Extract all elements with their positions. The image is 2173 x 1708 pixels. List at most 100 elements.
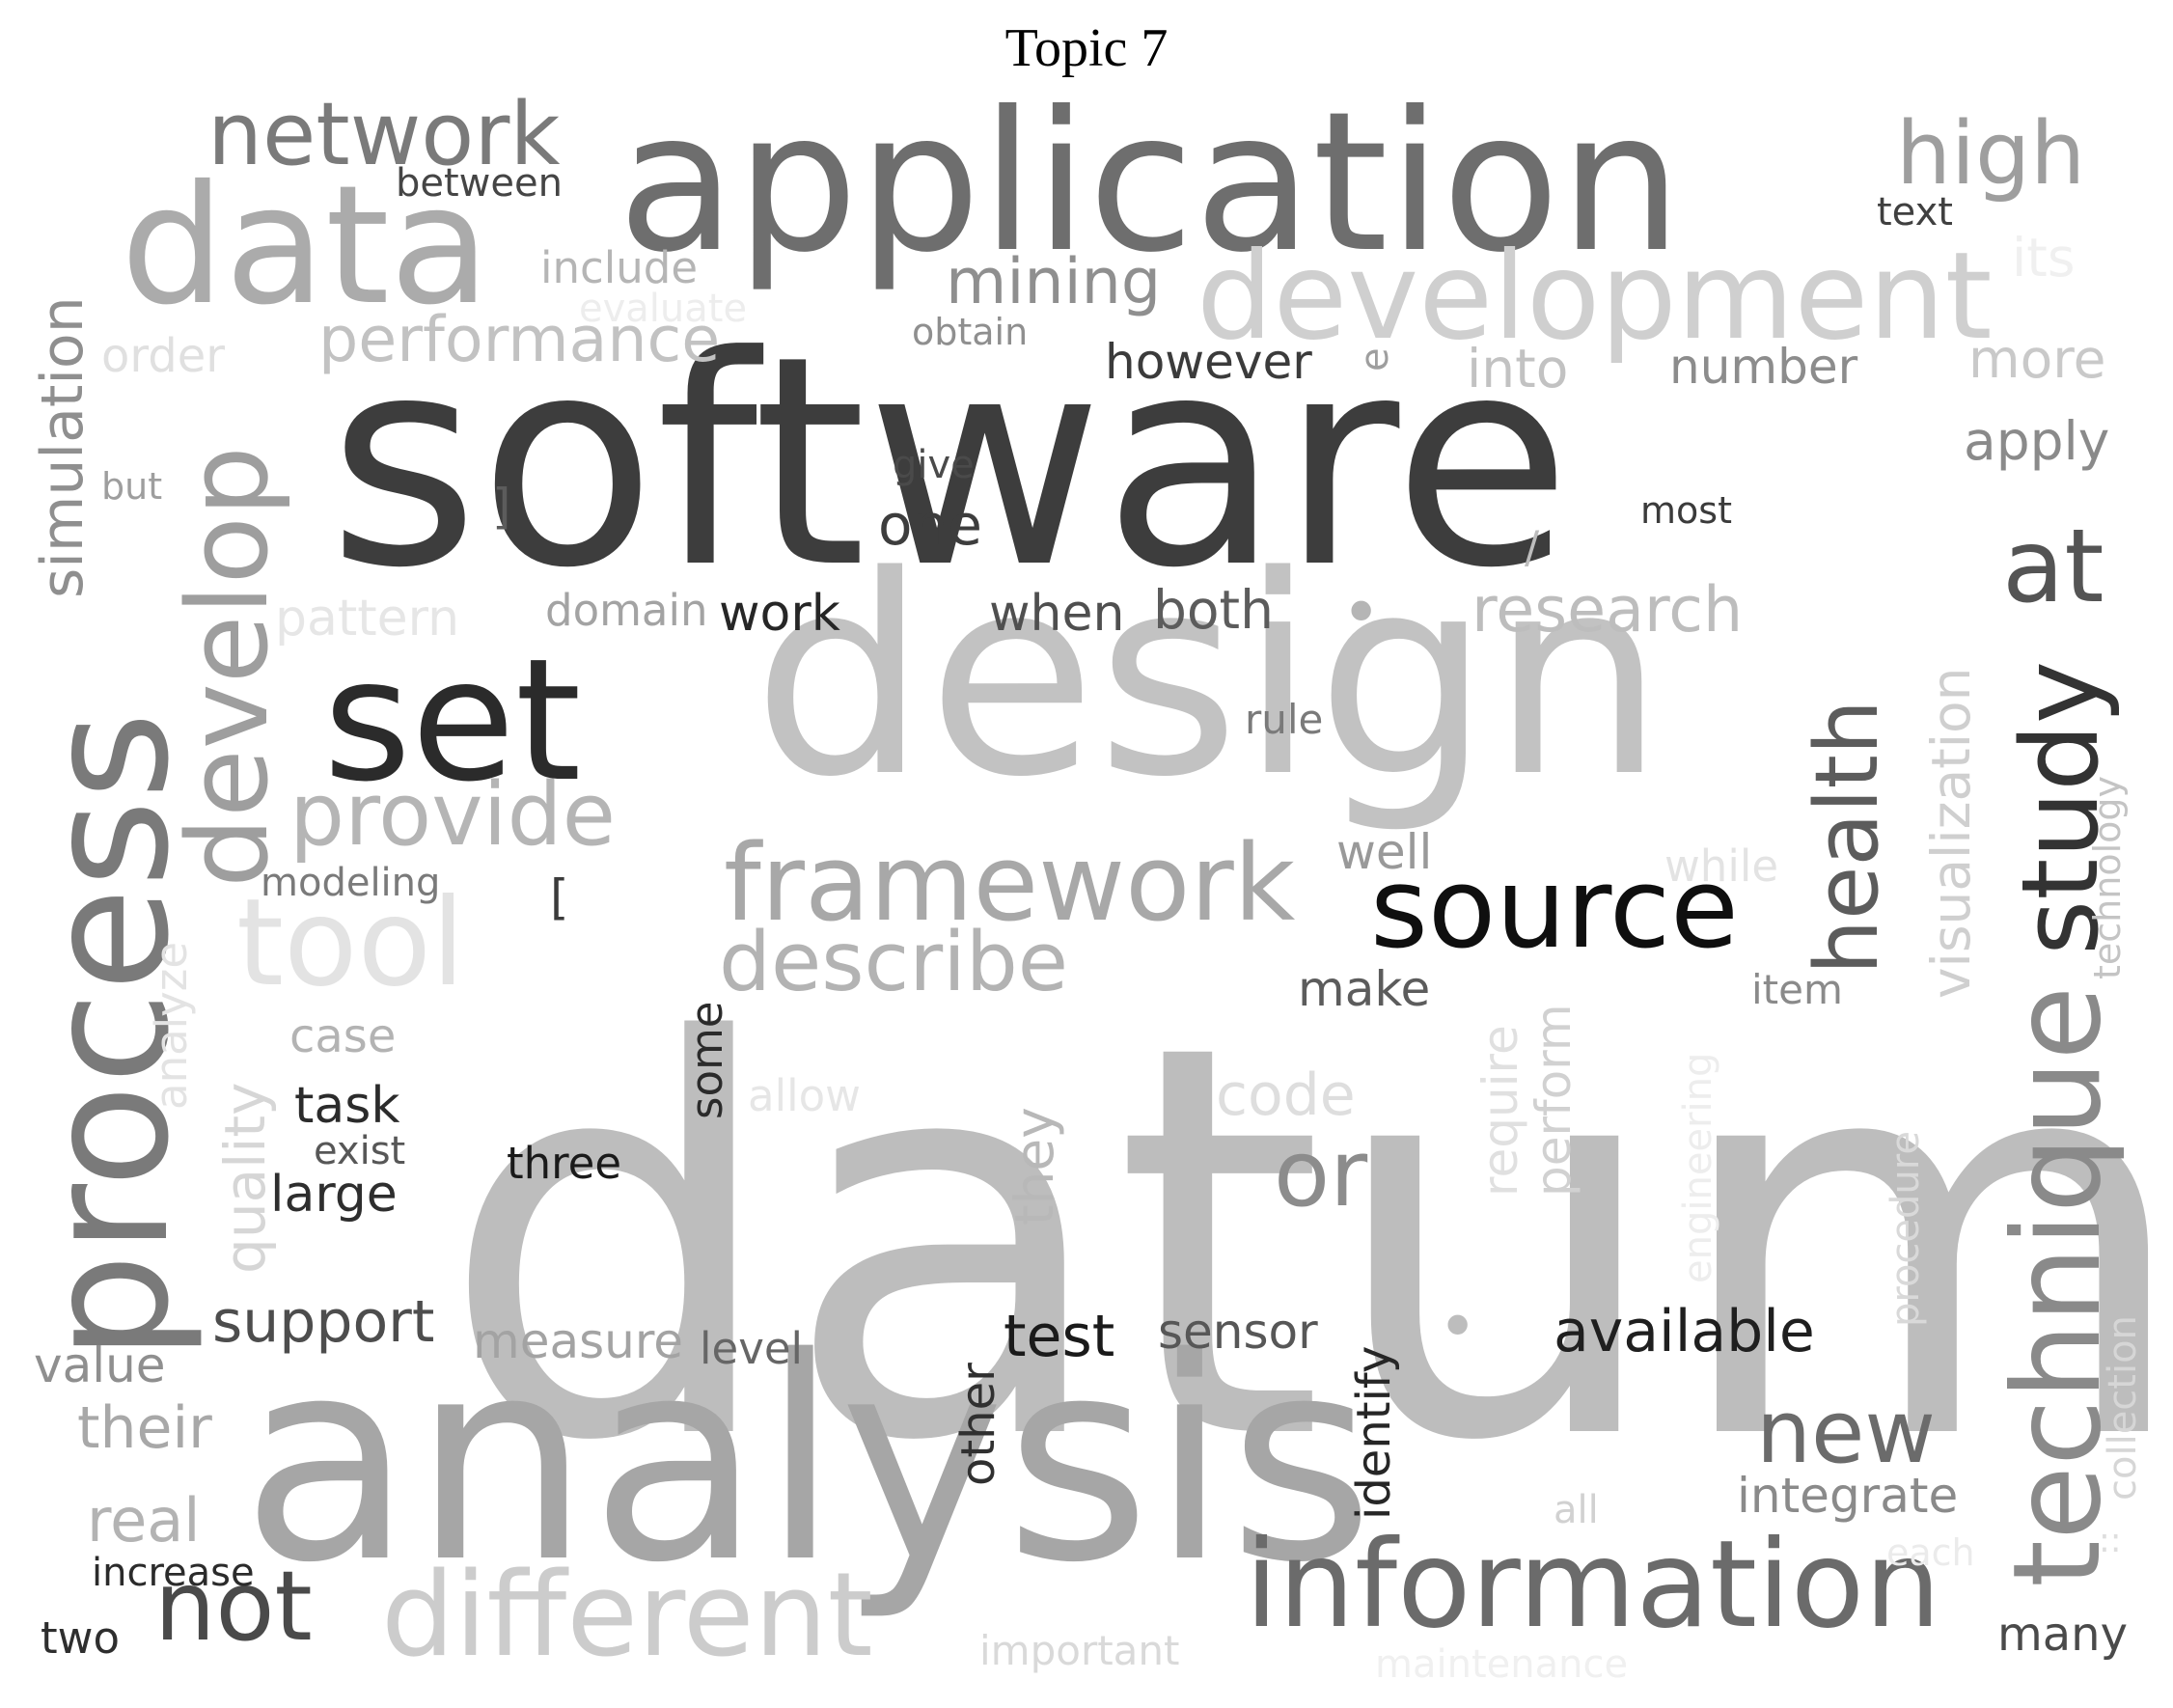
- word-modeling-64: modeling: [261, 861, 441, 905]
- word-allow-70: allow: [748, 1070, 861, 1121]
- word-they-74: they: [1004, 1107, 1065, 1226]
- word-make-62: make: [1298, 961, 1431, 1017]
- word-symbol-97: /: [1525, 522, 1540, 573]
- word-technology-79: technology: [2086, 775, 2129, 979]
- word-perform-76: perform: [1526, 1004, 1582, 1197]
- word-many-90: many: [1997, 1608, 2128, 1662]
- word-give-57: give: [893, 443, 975, 487]
- word-at-24: at: [2002, 508, 2104, 625]
- word-rule-59: rule: [1245, 696, 1324, 743]
- word-data-5: data: [121, 151, 490, 342]
- word-maintenance-93: maintenance: [1375, 1642, 1629, 1687]
- word-item-63: item: [1751, 966, 1843, 1013]
- word-important-89: important: [979, 1627, 1180, 1674]
- word-analyze-73: analyze: [146, 941, 197, 1110]
- word-datum-0: datum: [439, 930, 2173, 1559]
- word-measure-82: measure: [473, 1313, 684, 1369]
- word-however-42: however: [1105, 334, 1312, 390]
- word-code-34: code: [1216, 1061, 1356, 1129]
- word-number-41: number: [1669, 339, 1858, 395]
- word-e-94: e: [1353, 347, 1397, 372]
- word-other-86: other: [951, 1363, 1005, 1486]
- word-mining-26: mining: [946, 246, 1162, 318]
- word-into-40: into: [1467, 338, 1569, 399]
- word-available-31: available: [1554, 1298, 1815, 1365]
- word-text-54: text: [1877, 190, 1953, 234]
- word-information-10: information: [1245, 1515, 1941, 1655]
- word-pattern-48: pattern: [275, 590, 460, 647]
- word-framework-12: framework: [724, 821, 1296, 945]
- word-different-11: different: [381, 1549, 873, 1683]
- word-or-25: or: [1274, 1121, 1368, 1227]
- word-evaluate-51: evaluate: [579, 287, 748, 331]
- word-visualization-30: visualization: [1920, 667, 1982, 999]
- word-case-65: case: [289, 1009, 397, 1063]
- word-level-83: level: [700, 1323, 804, 1374]
- word-task-66: task: [294, 1077, 400, 1135]
- word-exist-67: exist: [314, 1129, 406, 1173]
- word-integrate-37: integrate: [1737, 1468, 1959, 1524]
- word-its-55: its: [2012, 227, 2076, 289]
- word-not-21: not: [154, 1550, 313, 1663]
- word-sensor-84: sensor: [1158, 1304, 1318, 1360]
- word-provide-19: provide: [289, 764, 616, 866]
- word-work-46: work: [719, 585, 840, 643]
- word-include-50: include: [540, 242, 699, 293]
- word-require-75: require: [1472, 1025, 1528, 1197]
- word-large-68: large: [270, 1166, 398, 1224]
- word-more-38: more: [1968, 328, 2106, 390]
- word-software-1: software: [328, 294, 1572, 631]
- word-analysis-2: analysis: [241, 1299, 1375, 1624]
- word-new-22: new: [1756, 1382, 1937, 1483]
- word-domain-47: domain: [545, 585, 708, 636]
- word-increase-87: increase: [92, 1551, 255, 1595]
- word-symbol-100: ::: [2099, 1522, 2122, 1560]
- chart-title: Topic 7: [1004, 18, 1169, 78]
- word-collection-80: collection: [2101, 1315, 2145, 1501]
- word-design-3: design: [753, 517, 1665, 838]
- word-set-8: set: [323, 623, 582, 819]
- word-application-4: application: [618, 70, 1683, 295]
- word-while-61: while: [1664, 840, 1779, 892]
- word-most-58: most: [1640, 489, 1732, 532]
- word-both-45: both: [1153, 579, 1274, 641]
- word-when-44: when: [989, 585, 1125, 643]
- word-test-33: test: [1004, 1303, 1115, 1370]
- word-their-35: their: [77, 1394, 212, 1462]
- word-procedure-78: procedure: [1884, 1131, 1928, 1327]
- word-support-32: support: [212, 1288, 435, 1356]
- word-apply-39: apply: [1964, 410, 2110, 472]
- word-obtain-53: obtain: [912, 311, 1029, 353]
- word-three-69: three: [507, 1138, 622, 1189]
- word-research-28: research: [1472, 574, 1744, 647]
- word-one-43: one: [878, 492, 982, 558]
- word-each-92: each: [1886, 1531, 1975, 1574]
- word-engineering-77: engineering: [1676, 1052, 1720, 1283]
- word-high-23: high: [1896, 103, 2086, 205]
- word-symbol-95: ]: [492, 479, 511, 535]
- word-develop-13: develop: [164, 446, 293, 888]
- word-real-36: real: [87, 1485, 201, 1556]
- word-some-71: some: [681, 1001, 732, 1120]
- word-quality-72: quality: [212, 1082, 278, 1274]
- word-simulation-29: simulation: [29, 296, 96, 598]
- word-identify-85: identify: [1347, 1345, 1401, 1520]
- word-two-88: two: [41, 1612, 120, 1664]
- word-between-52: between: [396, 161, 563, 206]
- word-order-49: order: [101, 329, 225, 383]
- word-all-91: all: [1554, 1488, 1599, 1532]
- word-development-6: development: [1197, 227, 1993, 367]
- word-symbol-99: •: [1438, 1287, 1478, 1366]
- word-value-81: value: [34, 1337, 166, 1393]
- word-source-15: source: [1370, 844, 1739, 974]
- word-describe-20: describe: [719, 915, 1069, 1010]
- word-performance-27: performance: [318, 304, 721, 376]
- word-network-18: network: [207, 84, 561, 185]
- word-health-17: health: [1797, 700, 1898, 975]
- word-but-56: but: [101, 465, 163, 508]
- word-well-60: well: [1336, 824, 1433, 880]
- word-symbol-96: [: [550, 869, 569, 925]
- word-symbol-98: •: [1341, 573, 1382, 652]
- word-tool-14: tool: [236, 873, 465, 1013]
